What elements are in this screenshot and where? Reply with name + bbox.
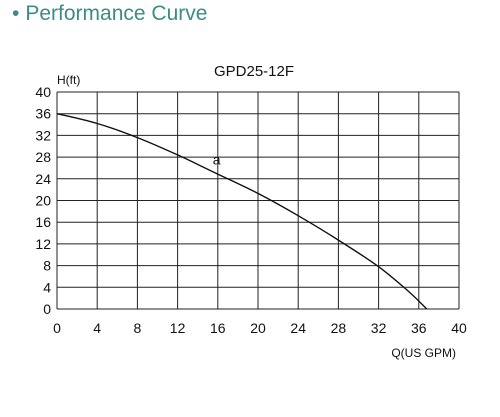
x-tick-labels: 0 4 8 12 16 20 24 28 32 36 40 bbox=[53, 320, 467, 336]
x-tick-label: 32 bbox=[371, 320, 387, 336]
y-tick-label: 4 bbox=[43, 279, 51, 295]
y-tick-label: 12 bbox=[35, 236, 51, 252]
y-tick-label: 28 bbox=[35, 149, 51, 165]
chart-title: GPD25-12F bbox=[214, 63, 294, 80]
y-tick-labels: 0 4 8 12 16 20 24 28 32 36 40 bbox=[35, 84, 51, 317]
y-axis-label: H(ft) bbox=[57, 73, 80, 87]
y-tick-label: 36 bbox=[35, 106, 51, 122]
x-tick-label: 8 bbox=[134, 320, 142, 336]
curves: a bbox=[56, 113, 428, 310]
y-tick-label: 8 bbox=[43, 258, 51, 274]
y-tick-label: 0 bbox=[43, 301, 51, 317]
x-tick-label: 20 bbox=[250, 320, 266, 336]
curve-a bbox=[56, 113, 428, 310]
x-tick-label: 16 bbox=[210, 320, 226, 336]
y-tick-label: 16 bbox=[35, 214, 51, 230]
x-tick-label: 40 bbox=[451, 320, 467, 336]
bullet-icon: • bbox=[12, 2, 20, 25]
section-title: Performance Curve bbox=[25, 2, 208, 25]
y-tick-label: 32 bbox=[35, 127, 51, 143]
curve-label: a bbox=[213, 152, 221, 168]
y-tick-label: 40 bbox=[35, 84, 51, 100]
x-tick-label: 24 bbox=[290, 320, 306, 336]
x-tick-label: 12 bbox=[170, 320, 186, 336]
grid bbox=[56, 91, 460, 310]
x-tick-label: 28 bbox=[331, 320, 347, 336]
x-tick-label: 36 bbox=[411, 320, 427, 336]
y-tick-label: 24 bbox=[35, 171, 51, 187]
x-tick-label: 0 bbox=[53, 320, 61, 336]
section-heading: • Performance Curve bbox=[12, 2, 207, 26]
x-axis-label: Q(US GPM) bbox=[391, 346, 456, 360]
y-tick-label: 20 bbox=[35, 193, 51, 209]
x-tick-label: 4 bbox=[93, 320, 101, 336]
